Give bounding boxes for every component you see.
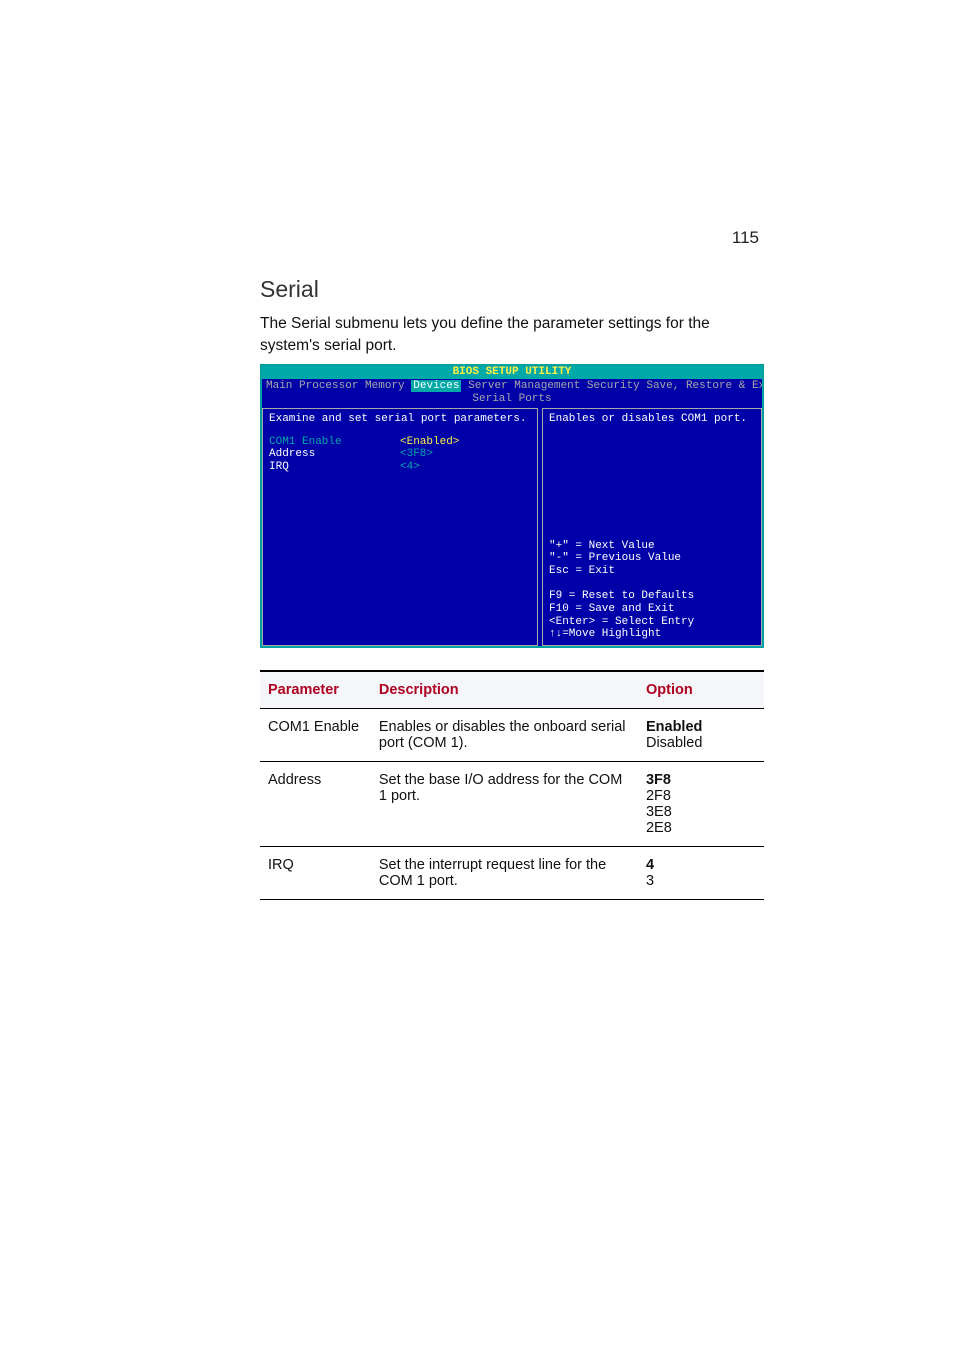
bios-help-line: Esc = Exit bbox=[549, 565, 755, 578]
parameter-table: Parameter Description Option COM1 Enable… bbox=[260, 670, 764, 900]
table-row: IRQSet the interrupt request line for th… bbox=[260, 846, 764, 899]
bios-setting-value: <4> bbox=[400, 461, 420, 474]
bios-setting-row: IRQ<4> bbox=[269, 461, 531, 474]
header-description: Description bbox=[371, 671, 638, 709]
bios-setting-row: Address<3F8> bbox=[269, 448, 531, 461]
bios-menu-item: Memory bbox=[365, 380, 405, 392]
bios-menu-item: Security bbox=[587, 380, 640, 392]
page-number: 115 bbox=[732, 228, 759, 248]
cell-option: 3F82F83E82E8 bbox=[638, 761, 764, 846]
bios-help-top: Enables or disables COM1 port. bbox=[549, 413, 755, 426]
bios-subtitle: Serial Ports bbox=[262, 393, 762, 408]
bios-setting-label: IRQ bbox=[269, 461, 400, 474]
bios-title-bar: BIOS SETUP UTILITY bbox=[262, 366, 762, 379]
bios-left-header: Examine and set serial port parameters. bbox=[269, 413, 531, 426]
bios-help-line: ↑↓=Move Highlight bbox=[549, 628, 755, 641]
table-row: COM1 EnableEnables or disables the onboa… bbox=[260, 708, 764, 761]
option-value: Enabled bbox=[646, 719, 756, 735]
option-value: 3F8 bbox=[646, 772, 756, 788]
option-value: 2F8 bbox=[646, 788, 756, 804]
bios-menu-item: Devices bbox=[411, 380, 461, 392]
bios-help-line bbox=[549, 578, 755, 591]
header-parameter: Parameter bbox=[260, 671, 371, 709]
bios-setting-value: <3F8> bbox=[400, 448, 433, 461]
content-area: Serial The Serial submenu lets you defin… bbox=[260, 276, 764, 900]
bios-setting-value: <Enabled> bbox=[400, 436, 459, 449]
bios-help-line: "-" = Previous Value bbox=[549, 552, 755, 565]
table-row: AddressSet the base I/O address for the … bbox=[260, 761, 764, 846]
page: 115 Serial The Serial submenu lets you d… bbox=[0, 0, 954, 1351]
bios-body: Examine and set serial port parameters. … bbox=[262, 408, 762, 646]
cell-option: 43 bbox=[638, 846, 764, 899]
cell-description: Set the base I/O address for the COM 1 p… bbox=[371, 761, 638, 846]
bios-help-line: "+" = Next Value bbox=[549, 540, 755, 553]
bios-menu-item: Save, Restore & Exit bbox=[646, 380, 762, 392]
cell-parameter: COM1 Enable bbox=[260, 708, 371, 761]
bios-setting-label: Address bbox=[269, 448, 400, 461]
cell-parameter: IRQ bbox=[260, 846, 371, 899]
bios-help-line: <Enter> = Select Entry bbox=[549, 616, 755, 629]
section-heading: Serial bbox=[260, 276, 764, 303]
bios-setting-label: COM1 Enable bbox=[269, 436, 400, 449]
option-value: Disabled bbox=[646, 735, 756, 751]
section-description: The Serial submenu lets you define the p… bbox=[260, 313, 764, 358]
option-value: 2E8 bbox=[646, 820, 756, 836]
table-header-row: Parameter Description Option bbox=[260, 671, 764, 709]
bios-left-pane: Examine and set serial port parameters. … bbox=[262, 408, 537, 646]
header-option: Option bbox=[638, 671, 764, 709]
bios-menu-bar: Main Processor Memory Devices Server Man… bbox=[262, 379, 762, 394]
cell-description: Enables or disables the onboard serial p… bbox=[371, 708, 638, 761]
cell-option: EnabledDisabled bbox=[638, 708, 764, 761]
bios-help-bottom: "+" = Next Value"-" = Previous ValueEsc … bbox=[549, 540, 755, 641]
option-value: 3 bbox=[646, 873, 756, 889]
bios-menu-item: Server Management bbox=[468, 380, 580, 392]
bios-right-pane: Enables or disables COM1 port. "+" = Nex… bbox=[543, 408, 762, 646]
option-value: 3E8 bbox=[646, 804, 756, 820]
cell-parameter: Address bbox=[260, 761, 371, 846]
bios-help-line: F10 = Save and Exit bbox=[549, 603, 755, 616]
bios-rows: COM1 Enable<Enabled>Address<3F8>IRQ<4> bbox=[269, 436, 531, 474]
bios-screenshot: BIOS SETUP UTILITY Main Processor Memory… bbox=[260, 364, 764, 648]
bios-help-line: F9 = Reset to Defaults bbox=[549, 590, 755, 603]
cell-description: Set the interrupt request line for the C… bbox=[371, 846, 638, 899]
bios-menu-item: Processor bbox=[299, 380, 358, 392]
bios-setting-row: COM1 Enable<Enabled> bbox=[269, 436, 531, 449]
option-value: 4 bbox=[646, 857, 756, 873]
bios-menu-item: Main bbox=[266, 380, 292, 392]
